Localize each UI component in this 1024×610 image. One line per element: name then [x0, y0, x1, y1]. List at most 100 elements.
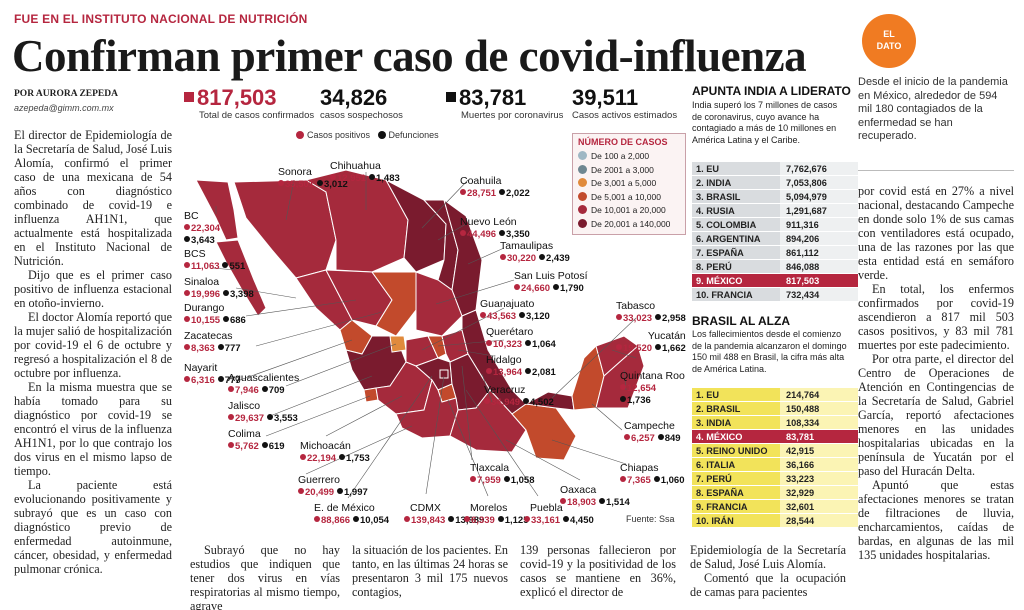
table-row: 5. REINO UNIDO 42,915	[692, 444, 858, 458]
state-positives: 12,654	[627, 383, 657, 394]
death-dot-icon	[261, 442, 268, 448]
state-label-chiapas: Chiapas 7,365 1,060	[620, 462, 684, 486]
state-label-cdmx: CDMX 139,843 13,989	[404, 502, 484, 526]
legend-label: De 20,001 a 140,000	[591, 218, 671, 229]
state-positives: 44,496	[467, 229, 497, 240]
state-positives: 7,946	[235, 385, 259, 396]
country: 3. INDIA	[692, 416, 780, 429]
death-dot-icon	[338, 454, 345, 460]
death-dot-icon	[538, 254, 545, 260]
state-deaths: 709	[268, 385, 285, 396]
author-email[interactable]: azepeda@gimm.com.mx	[14, 103, 114, 113]
positive-dot-icon	[184, 376, 190, 382]
paragraph: El doctor Alomía reportó que la mujer sa…	[14, 310, 172, 380]
state-positives: 11,063	[191, 261, 220, 272]
positive-dot-icon	[184, 224, 190, 230]
country: 7. PERÚ	[692, 472, 780, 485]
death-dot-icon	[503, 476, 510, 482]
death-dot-icon	[653, 476, 660, 482]
paragraph: La paciente está evolucionando positivam…	[14, 478, 172, 576]
state-label-zacatecas: Zacatecas 8,363 777	[184, 330, 241, 354]
state-deaths: 1,997	[343, 487, 368, 498]
country: 4. RUSIA	[692, 204, 780, 217]
table-row: 8. ESPAÑA 32,929	[692, 486, 858, 500]
paragraph: Subrayó que no hay estudios que indiquen…	[190, 543, 340, 610]
legend-item: De 2001 a 3,000	[578, 164, 680, 178]
state-name: Oaxaca	[560, 484, 597, 496]
state-deaths: 1,790	[559, 283, 584, 294]
state-deaths: 2,081	[531, 367, 556, 378]
death-dot-icon	[184, 236, 190, 242]
state-deaths: 619	[268, 441, 285, 452]
square-marker-icon	[184, 92, 194, 102]
stat-total-cases: 817,503 Total de casos confirmados	[184, 86, 314, 121]
stat-suspected: 34,826 casos sospechosos	[320, 86, 403, 122]
state-name: Querétaro	[486, 326, 534, 338]
positive-dot-icon	[404, 516, 410, 522]
state-positives: 28,751	[467, 188, 497, 199]
state-positives: 22,194	[307, 453, 337, 464]
state-label-hidalgo: Hidalgo 13,964 2,081	[486, 354, 556, 378]
bottom-column-3: 139 personas fallecieron por covid-19 y …	[520, 543, 676, 599]
death-dot-icon	[448, 516, 455, 522]
state-name: Chihuahua	[330, 160, 381, 172]
state-name: Nayarit	[184, 362, 218, 374]
positive-dot-icon	[470, 476, 476, 482]
positive-dot-icon	[620, 476, 626, 482]
table-row-highlighted: 4. MÉXICO 83,781	[692, 430, 858, 444]
state-positives: 18,903	[567, 497, 597, 508]
death-dot-icon	[217, 344, 224, 350]
headline: Confirman primer caso de covid-influenza	[12, 31, 807, 81]
state-name: Morelos	[470, 502, 508, 514]
state-label-sinaloa: Sinaloa 19,996 3,398	[184, 276, 254, 300]
cases: 7,762,676	[780, 162, 858, 175]
table-row: 6. ARGENTINA 894,206	[692, 232, 858, 246]
state-label-guanajuato: Guanajuato 43,563 3,120	[480, 298, 550, 322]
stat-value: 39,511	[572, 85, 639, 110]
state-deaths: 3,553	[273, 413, 298, 424]
state-name: Aguascalientes	[228, 372, 300, 384]
state-positives: 10,155	[191, 315, 221, 326]
brasil-ranking-table: 1. EU 214,764 2. BRASIL 150,488 3. INDIA 10…	[692, 388, 858, 528]
country: 2. INDIA	[692, 176, 780, 189]
state-name: Chiapas	[620, 462, 659, 474]
cases: 817,503	[780, 274, 858, 287]
stat-value: 83,781	[459, 85, 527, 110]
brasil-panel-title: BRASIL AL ALZA	[692, 314, 790, 328]
paragraph: En la misma muestra que se había tomado …	[14, 380, 172, 478]
positive-dot-icon	[500, 254, 506, 260]
state-deaths: 2,439	[545, 253, 570, 264]
positive-dot-icon	[330, 174, 336, 180]
state-deaths: 3,643	[191, 235, 215, 246]
death-dot-icon	[598, 498, 605, 504]
state-label-michoacan: Michoacán 22,194 1,753	[300, 440, 370, 464]
death-dot-icon	[222, 316, 229, 322]
deaths: 32,601	[780, 500, 858, 513]
state-deaths: 4,450	[569, 515, 594, 526]
country: 10. FRANCIA	[692, 288, 780, 301]
table-row: 1. EU 214,764	[692, 388, 858, 402]
paragraph: Apuntó que estas afectaciones menores se…	[858, 478, 1014, 562]
stat-value: 817,503	[197, 85, 277, 110]
positive-dot-icon	[480, 312, 486, 318]
state-deaths: 686	[229, 315, 246, 326]
state-positives: 6,316	[191, 375, 215, 386]
positive-dot-icon	[184, 344, 190, 350]
state-label-nuevo-leon: Nuevo León 44,496 3,350	[460, 216, 530, 240]
state-label-coahuila: Coahuila 28,751 2,022	[460, 175, 530, 199]
state-deaths: 4,502	[529, 397, 554, 408]
state-name: Tlaxcala	[470, 462, 510, 474]
state-deaths: 1,064	[531, 339, 556, 350]
stat-label: Total de casos confirmados	[199, 110, 315, 121]
country: 7. ESPAÑA	[692, 246, 780, 259]
state-label-tamaulipas: Tamaulipas 30,220 2,439	[500, 240, 570, 264]
legend-label: De 3,001 a 5,000	[591, 178, 657, 188]
state-name: Coahuila	[460, 175, 502, 187]
state-name: Nuevo León	[460, 216, 517, 228]
state-name: Tabasco	[616, 300, 656, 312]
positive-dot-icon	[616, 344, 622, 350]
death-dot-icon	[498, 189, 505, 195]
death-dot-icon	[524, 368, 531, 374]
death-dot-icon	[368, 174, 375, 180]
death-dot-icon	[352, 516, 359, 522]
